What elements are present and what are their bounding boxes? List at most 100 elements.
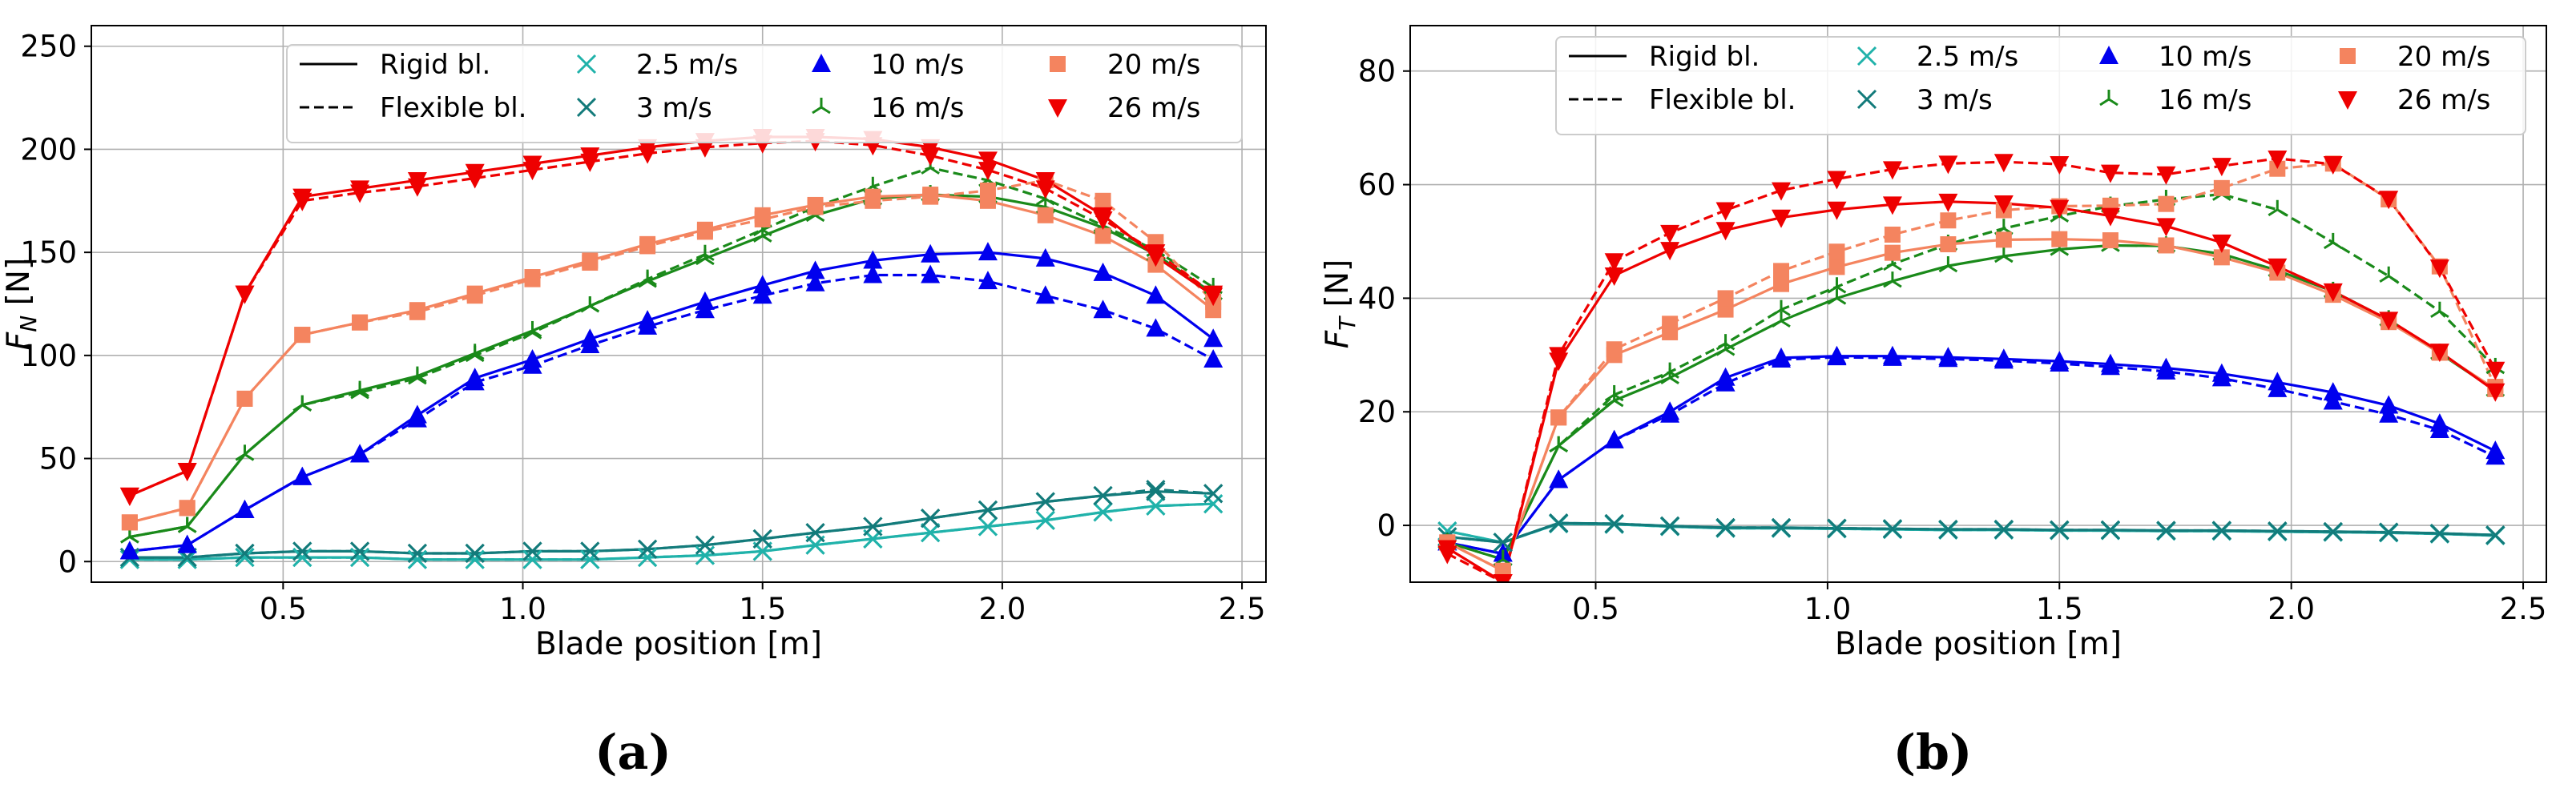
data-point-16-m-s-flexible xyxy=(408,368,427,385)
data-point-16-m-s-rigid-stroke xyxy=(761,235,772,243)
data-point-16-m-s-flexible-stroke xyxy=(638,278,648,286)
y-tick-label: 40 xyxy=(1358,281,1396,316)
data-point-20-m-s-flexible xyxy=(236,390,253,407)
legend-frame xyxy=(1555,36,2526,135)
legend-marker-3-m-s xyxy=(1856,89,1877,110)
data-point-20-m-s-rigid xyxy=(2051,231,2068,247)
legend-marker-16-m-s xyxy=(2099,90,2118,107)
data-point-16-m-s-flexible-stroke xyxy=(474,354,485,363)
data-point-10-m-s-flexible xyxy=(1882,347,1902,366)
series-line-10-m-s-rigid xyxy=(129,251,1215,553)
data-point-26-m-s-flexible xyxy=(2429,259,2449,279)
legend-label: 10 m/s xyxy=(871,49,964,81)
y-axis-label-subscript: T xyxy=(1334,316,1361,331)
data-point-16-m-s-flexible xyxy=(235,444,255,461)
data-point-26-m-s-flexible xyxy=(1035,180,1055,199)
data-point-26-m-s-flexible xyxy=(177,463,197,481)
data-point-16-m-s-rigid-stroke xyxy=(1827,297,1838,305)
y-axis-label-unit: [N] xyxy=(1,258,37,316)
data-point-20-m-s-flexible xyxy=(466,287,483,304)
data-point-10-m-s-flexible xyxy=(1146,318,1166,337)
data-point-26-m-s-flexible xyxy=(407,178,427,197)
data-point-2-5-m-s-flexible-stroke xyxy=(1035,510,1055,530)
data-point-20-m-s-rigid xyxy=(1884,244,1901,261)
data-point-26-m-s-flexible xyxy=(2323,156,2343,175)
data-point-10-m-s-flexible xyxy=(1093,299,1113,319)
data-point-10-m-s-flexible xyxy=(752,285,772,304)
data-point-10-m-s-rigid xyxy=(978,242,998,261)
data-point-10-m-s-rigid xyxy=(752,275,772,294)
data-point-20-m-s-flexible xyxy=(754,211,771,227)
data-point-3-m-s-flexible-stroke xyxy=(1035,492,1055,512)
data-point-3-m-s-flexible xyxy=(1203,484,1223,504)
data-point-26-m-s-rigid xyxy=(1827,201,1847,220)
data-point-26-m-s-rigid xyxy=(2429,344,2449,363)
legend-label: 20 m/s xyxy=(2397,41,2490,73)
data-point-3-m-s-flexible-stroke xyxy=(1993,519,2014,540)
legend-label: 2.5 m/s xyxy=(1917,41,2018,73)
data-point-20-m-s-flexible xyxy=(2213,179,2230,196)
data-point-26-m-s-rigid xyxy=(978,151,998,171)
data-point-16-m-s-flexible-stroke xyxy=(752,228,764,237)
y-tick-label: 20 xyxy=(1358,395,1396,429)
data-point-16-m-s-rigid-stroke xyxy=(805,214,816,223)
data-point-20-m-s-flexible xyxy=(524,271,541,287)
data-point-26-m-s-flexible xyxy=(1938,155,1958,175)
data-point-10-m-s-rigid xyxy=(1146,285,1166,304)
x-tick-label: 1.0 xyxy=(499,592,546,626)
x-tick-label: 2.0 xyxy=(2268,592,2315,626)
data-point-2-5-m-s-flexible xyxy=(235,548,255,568)
data-point-3-m-s-flexible xyxy=(292,541,312,561)
data-point-16-m-s-flexible-stroke xyxy=(704,253,715,261)
data-point-26-m-s-rigid xyxy=(2050,199,2070,219)
series-line-26-m-s-flexible xyxy=(129,139,1215,497)
legend-marker-26-m-s xyxy=(1048,99,1067,118)
data-point-26-m-s-rigid xyxy=(2379,312,2399,331)
data-point-26-m-s-rigid xyxy=(2100,207,2120,227)
legend-marker-10-m-s xyxy=(812,54,831,72)
data-point-10-m-s-flexible xyxy=(638,316,658,335)
x-tick-label: 1.0 xyxy=(1804,592,1851,626)
data-point-20-m-s-flexible xyxy=(1094,192,1111,209)
data-point-20-m-s-rigid xyxy=(1037,207,1054,223)
data-point-26-m-s-flexible xyxy=(1827,171,1847,190)
data-point-3-m-s-flexible-stroke xyxy=(1604,513,1624,534)
data-point-3-m-s-flexible xyxy=(752,529,772,549)
data-point-16-m-s-flexible xyxy=(1994,219,2014,235)
data-point-3-m-s-flexible-stroke xyxy=(805,523,825,543)
legend-label: 20 m/s xyxy=(1107,49,1200,81)
legend-marker-3-m-s-stroke xyxy=(576,97,597,118)
data-point-20-m-s-rigid xyxy=(1828,259,1845,275)
data-point-16-m-s-rigid-stroke xyxy=(1892,279,1902,288)
legend-label: 2.5 m/s xyxy=(636,49,738,81)
data-point-16-m-s-flexible-stroke xyxy=(531,332,542,340)
data-point-10-m-s-flexible xyxy=(1203,349,1223,368)
data-point-16-m-s-flexible-stroke xyxy=(1827,285,1838,294)
x-axis-label: Blade position [m] xyxy=(1835,626,2122,662)
data-point-16-m-s-rigid-stroke xyxy=(1938,264,1949,273)
data-point-16-m-s-rigid-stroke xyxy=(1660,376,1671,384)
data-point-3-m-s-flexible xyxy=(1093,485,1113,505)
data-point-16-m-s-flexible-stroke xyxy=(1724,342,1735,351)
data-point-3-m-s-flexible-stroke xyxy=(2379,522,2399,542)
data-point-16-m-s-rigid-stroke xyxy=(1724,348,1735,356)
legend-label: 3 m/s xyxy=(1917,84,1993,116)
data-point-26-m-s-flexible xyxy=(638,145,658,164)
legend-label: 26 m/s xyxy=(1107,92,1200,124)
series-line-10-m-s-flexible xyxy=(1446,356,2496,556)
legend-rigid-label: Rigid bl. xyxy=(1649,41,1760,73)
data-point-26-m-s-flexible xyxy=(1604,253,1624,272)
data-point-3-m-s-flexible-stroke xyxy=(1882,519,1902,539)
data-point-16-m-s-flexible-stroke xyxy=(1549,444,1560,453)
data-point-16-m-s-rigid-stroke xyxy=(704,257,715,266)
data-point-3-m-s-flexible-stroke xyxy=(350,541,370,561)
data-point-2-5-m-s-flexible-stroke xyxy=(638,548,658,568)
data-point-26-m-s-flexible xyxy=(580,153,600,172)
data-point-16-m-s-flexible-stroke xyxy=(761,228,772,237)
data-point-26-m-s-flexible xyxy=(465,170,485,189)
data-point-3-m-s-flexible-stroke xyxy=(1093,485,1113,505)
data-point-3-m-s-flexible xyxy=(2050,520,2070,540)
data-point-16-m-s-flexible-stroke xyxy=(2430,310,2441,318)
data-point-10-m-s-rigid xyxy=(1093,262,1113,281)
data-point-16-m-s-rigid xyxy=(1938,255,1958,273)
